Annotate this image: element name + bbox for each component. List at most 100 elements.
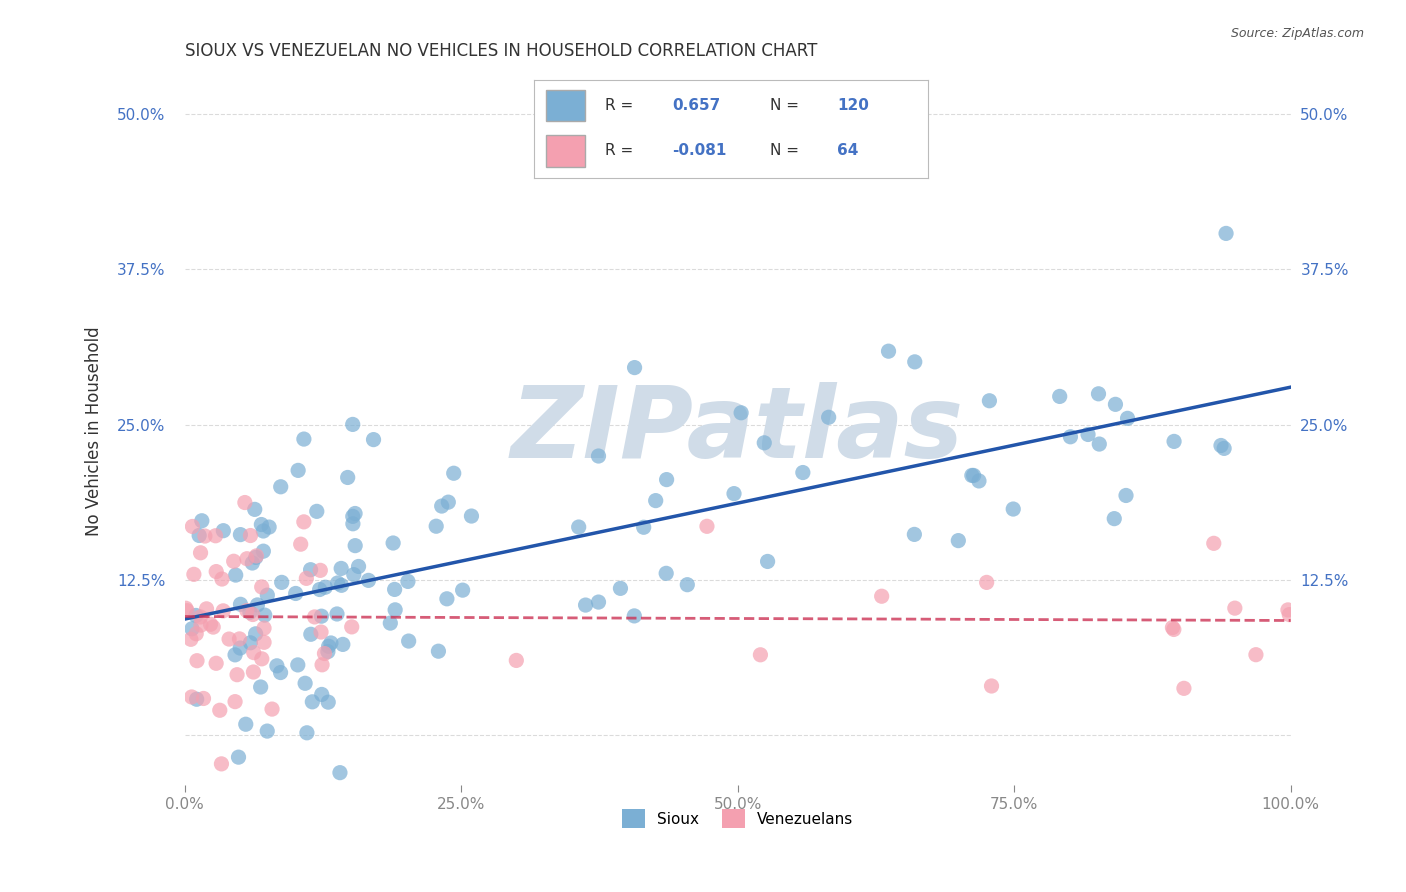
Sioux bbox=[294, 676, 316, 690]
Sioux bbox=[1163, 434, 1185, 449]
Venezuelans bbox=[980, 679, 1002, 693]
Sioux bbox=[1104, 511, 1126, 525]
Sioux bbox=[295, 726, 318, 740]
Sioux bbox=[1088, 437, 1111, 451]
Sioux bbox=[319, 636, 342, 650]
Venezuelans bbox=[186, 654, 208, 668]
Text: R =: R = bbox=[605, 98, 633, 113]
Venezuelans bbox=[250, 652, 273, 666]
Sioux bbox=[877, 344, 900, 359]
Sioux bbox=[266, 658, 288, 673]
Venezuelans bbox=[242, 665, 264, 679]
Sioux bbox=[212, 524, 235, 538]
Text: Source: ZipAtlas.com: Source: ZipAtlas.com bbox=[1230, 27, 1364, 40]
Venezuelans bbox=[1161, 621, 1184, 635]
Venezuelans bbox=[253, 621, 276, 635]
Venezuelans bbox=[314, 647, 336, 661]
Legend: Sioux, Venezuelans: Sioux, Venezuelans bbox=[616, 804, 859, 834]
Text: ZIPatlas: ZIPatlas bbox=[510, 383, 965, 479]
Sioux bbox=[270, 665, 292, 680]
Sioux bbox=[1209, 438, 1232, 452]
Sioux bbox=[235, 717, 257, 731]
Sioux bbox=[243, 502, 266, 516]
Sioux bbox=[311, 609, 333, 624]
Venezuelans bbox=[309, 563, 332, 577]
Venezuelans bbox=[205, 657, 228, 671]
Text: 64: 64 bbox=[838, 144, 859, 159]
Venezuelans bbox=[180, 690, 202, 704]
Y-axis label: No Vehicles in Household: No Vehicles in Household bbox=[86, 326, 103, 536]
Sioux bbox=[384, 603, 406, 617]
Sioux bbox=[623, 608, 645, 623]
Sioux bbox=[1104, 397, 1126, 411]
Venezuelans bbox=[174, 601, 197, 615]
Sioux bbox=[252, 524, 274, 538]
Sioux bbox=[904, 355, 927, 369]
Venezuelans bbox=[236, 603, 259, 617]
Sioux bbox=[287, 463, 309, 477]
Sioux bbox=[330, 578, 353, 592]
Sioux bbox=[299, 563, 322, 577]
Sioux bbox=[960, 468, 983, 483]
Sioux bbox=[384, 582, 406, 597]
Sioux bbox=[427, 644, 450, 658]
Sioux bbox=[1049, 389, 1071, 403]
Sioux bbox=[363, 433, 385, 447]
Venezuelans bbox=[242, 646, 264, 660]
Sioux bbox=[451, 583, 474, 598]
Sioux bbox=[332, 637, 354, 651]
Sioux bbox=[398, 634, 420, 648]
Venezuelans bbox=[205, 565, 228, 579]
Sioux bbox=[225, 568, 247, 582]
Sioux bbox=[1215, 227, 1237, 241]
Venezuelans bbox=[250, 580, 273, 594]
Sioux bbox=[229, 597, 252, 611]
Venezuelans bbox=[176, 604, 198, 618]
Venezuelans bbox=[181, 519, 204, 533]
Venezuelans bbox=[1277, 603, 1299, 617]
Sioux bbox=[1002, 502, 1025, 516]
Sioux bbox=[299, 627, 322, 641]
Sioux bbox=[574, 598, 596, 612]
Venezuelans bbox=[696, 519, 718, 533]
Sioux bbox=[239, 605, 262, 619]
Venezuelans bbox=[193, 691, 215, 706]
Text: R =: R = bbox=[605, 144, 633, 159]
Sioux bbox=[249, 680, 271, 694]
Sioux bbox=[623, 360, 645, 375]
Venezuelans bbox=[242, 607, 264, 622]
Sioux bbox=[270, 480, 292, 494]
Sioux bbox=[342, 516, 364, 531]
Sioux bbox=[256, 724, 278, 739]
Sioux bbox=[903, 527, 925, 541]
Text: N =: N = bbox=[770, 144, 800, 159]
Sioux bbox=[655, 473, 678, 487]
Venezuelans bbox=[1202, 536, 1225, 550]
Sioux bbox=[344, 539, 367, 553]
Sioux bbox=[336, 470, 359, 484]
Venezuelans bbox=[1278, 607, 1301, 622]
Sioux bbox=[256, 588, 278, 602]
Sioux bbox=[347, 559, 370, 574]
Sioux bbox=[191, 514, 214, 528]
Venezuelans bbox=[226, 667, 249, 681]
Venezuelans bbox=[260, 702, 283, 716]
Sioux bbox=[316, 695, 339, 709]
Venezuelans bbox=[195, 602, 218, 616]
Sioux bbox=[318, 640, 340, 654]
Venezuelans bbox=[183, 567, 205, 582]
Sioux bbox=[245, 550, 267, 565]
Venezuelans bbox=[186, 626, 208, 640]
Sioux bbox=[792, 466, 814, 480]
Text: N =: N = bbox=[770, 98, 800, 113]
Sioux bbox=[425, 519, 447, 533]
Sioux bbox=[460, 509, 482, 524]
Sioux bbox=[756, 554, 779, 568]
Venezuelans bbox=[245, 549, 267, 563]
Venezuelans bbox=[190, 610, 212, 624]
Sioux bbox=[655, 566, 678, 581]
Sioux bbox=[181, 622, 204, 636]
Venezuelans bbox=[292, 515, 315, 529]
Sioux bbox=[588, 449, 610, 463]
Sioux bbox=[723, 486, 745, 500]
